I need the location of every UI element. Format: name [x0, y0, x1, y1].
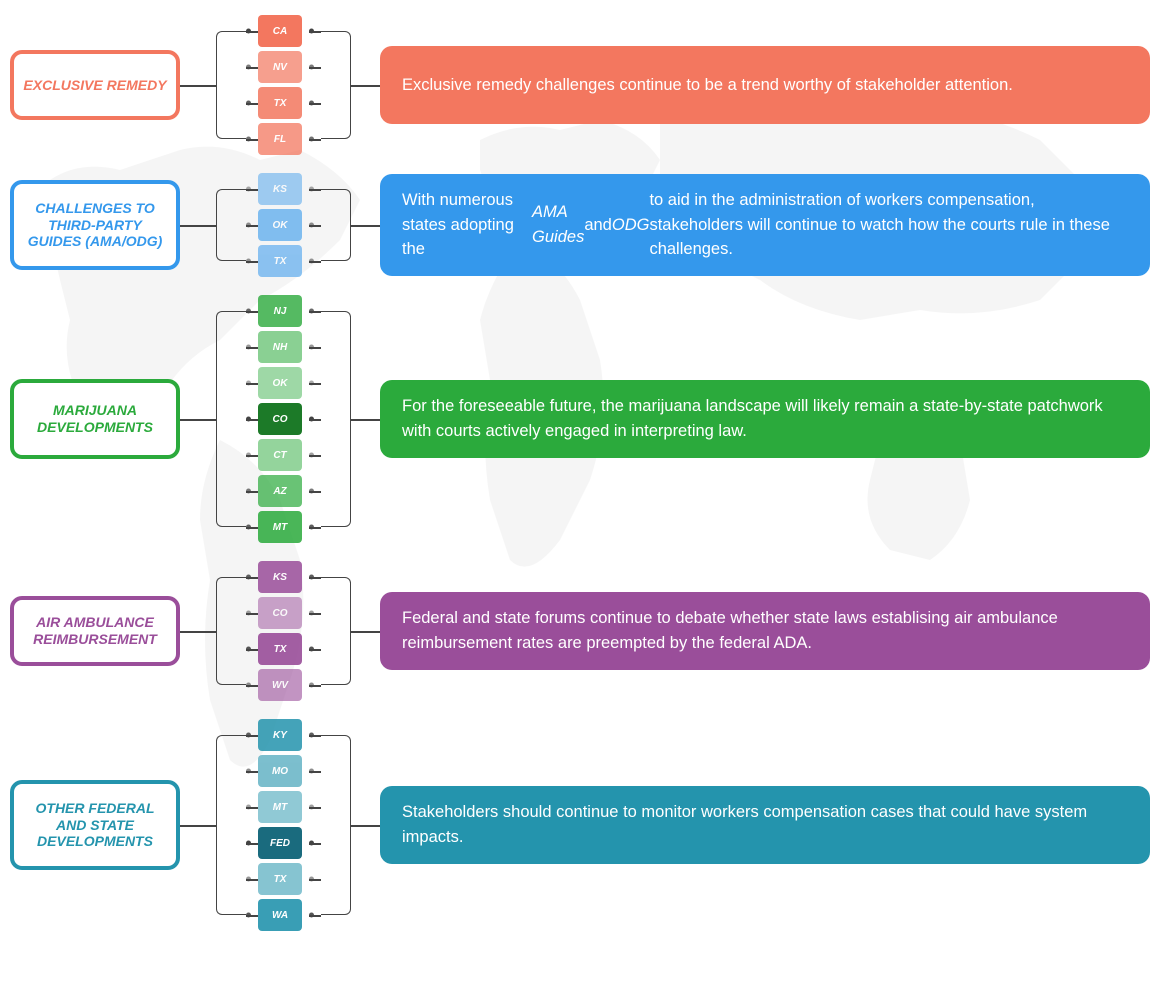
- state-co: CO: [258, 597, 302, 629]
- states-inner: KS OK TX: [258, 173, 302, 277]
- state-wa: WA: [258, 899, 302, 931]
- row-exclusive-remedy: EXCLUSIVE REMEDY CA NV TX FL Exclusive remedy…: [10, 15, 1150, 155]
- states-inner: KS CO TX WV: [258, 561, 302, 701]
- state-tx: TX: [258, 863, 302, 895]
- description-exclusive-remedy: Exclusive remedy challenges continue to …: [380, 46, 1150, 124]
- state-wv: WV: [258, 669, 302, 701]
- state-ct: CT: [258, 439, 302, 471]
- states-inner: KY MO MT FED TX WA: [258, 719, 302, 931]
- state-tx: TX: [258, 633, 302, 665]
- connector-line-right: [351, 225, 380, 227]
- row-air-ambulance: AIR AMBULANCE REIMBURSEMENT KS CO TX WV Feder…: [10, 561, 1150, 701]
- description-air-ambulance: Federal and state forums continue to deb…: [380, 592, 1150, 670]
- connector-right: [321, 735, 351, 915]
- label-third-party-guides: CHALLENGES TO THIRD-PARTY GUIDES (AMA/OD…: [10, 180, 180, 270]
- connector-left: [216, 31, 246, 139]
- infographic-content: EXCLUSIVE REMEDY CA NV TX FL Exclusive remedy…: [0, 0, 1160, 964]
- connector-line-right: [351, 631, 380, 633]
- label-exclusive-remedy: EXCLUSIVE REMEDY: [10, 50, 180, 120]
- states-exclusive-remedy: CA NV TX FL: [180, 15, 380, 155]
- connector-line-left: [180, 419, 216, 421]
- description-marijuana: For the foreseeable future, the marijuan…: [380, 380, 1150, 458]
- states-air-ambulance: KS CO TX WV: [180, 561, 380, 701]
- state-ca: CA: [258, 15, 302, 47]
- connector-right: [321, 311, 351, 527]
- connector-left: [216, 735, 246, 915]
- row-other-developments: OTHER FEDERAL AND STATE DEVELOPMENTS KY MO…: [10, 719, 1150, 931]
- state-nv: NV: [258, 51, 302, 83]
- connector-right: [321, 189, 351, 261]
- connector-right: [321, 577, 351, 685]
- state-ks: KS: [258, 173, 302, 205]
- state-fl: FL: [258, 123, 302, 155]
- state-nj: NJ: [258, 295, 302, 327]
- description-other-developments: Stakeholders should continue to monitor …: [380, 786, 1150, 864]
- state-ok: OK: [258, 367, 302, 399]
- state-mo: MO: [258, 755, 302, 787]
- state-fed: FED: [258, 827, 302, 859]
- connector-line-left: [180, 825, 216, 827]
- state-co: CO: [258, 403, 302, 435]
- connector-right: [321, 31, 351, 139]
- label-marijuana: MARIJUANA DEVELOPMENTS: [10, 379, 180, 459]
- states-marijuana: NJ NH OK CO CT AZ MT: [180, 295, 380, 543]
- state-tx: TX: [258, 87, 302, 119]
- connector-left: [216, 189, 246, 261]
- label-other-developments: OTHER FEDERAL AND STATE DEVELOPMENTS: [10, 780, 180, 870]
- connector-line-left: [180, 85, 216, 87]
- connector-left: [216, 577, 246, 685]
- states-third-party-guides: KS OK TX: [180, 173, 380, 277]
- state-nh: NH: [258, 331, 302, 363]
- connector-line-right: [351, 825, 380, 827]
- connector-left: [216, 311, 246, 527]
- connector-line-left: [180, 631, 216, 633]
- connector-line-left: [180, 225, 216, 227]
- state-tx: TX: [258, 245, 302, 277]
- state-ok: OK: [258, 209, 302, 241]
- states-inner: NJ NH OK CO CT AZ MT: [258, 295, 302, 543]
- row-third-party-guides: CHALLENGES TO THIRD-PARTY GUIDES (AMA/OD…: [10, 173, 1150, 277]
- states-other-developments: KY MO MT FED TX WA: [180, 719, 380, 931]
- state-mt: MT: [258, 511, 302, 543]
- state-ky: KY: [258, 719, 302, 751]
- label-air-ambulance: AIR AMBULANCE REIMBURSEMENT: [10, 596, 180, 666]
- row-marijuana: MARIJUANA DEVELOPMENTS NJ NH OK CO CT AZ MT For …: [10, 295, 1150, 543]
- states-inner: CA NV TX FL: [258, 15, 302, 155]
- state-ks: KS: [258, 561, 302, 593]
- state-mt: MT: [258, 791, 302, 823]
- connector-line-right: [351, 419, 380, 421]
- description-third-party-guides: With numerous states adopting the AMA Gu…: [380, 174, 1150, 276]
- state-az: AZ: [258, 475, 302, 507]
- connector-line-right: [351, 85, 380, 87]
